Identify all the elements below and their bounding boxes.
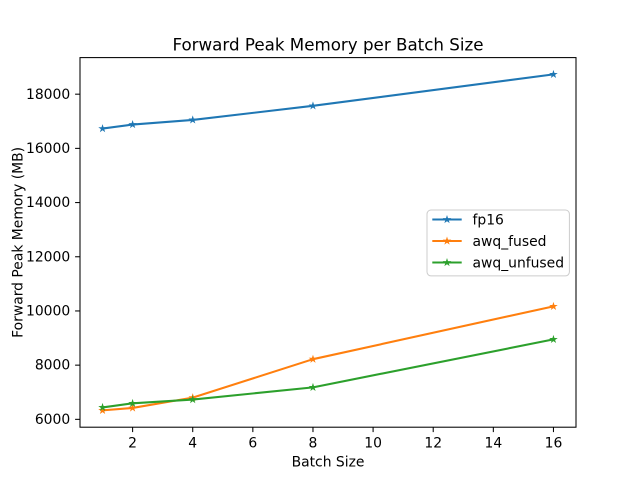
x-tick-label: 14 xyxy=(484,436,502,452)
x-tick-label: 10 xyxy=(364,436,382,452)
legend: fp16 awq_fused awq_unfused xyxy=(426,209,570,277)
data-point-awq_unfused xyxy=(188,395,198,404)
y-axis-label: Forward Peak Memory (MB) xyxy=(10,147,26,338)
x-tick-label: 2 xyxy=(128,436,137,452)
axes: 2 4 6 8 10 12 14 16 6000 8000 10000 12000 14000 16000… xyxy=(26,57,577,452)
data-point-awq_fused xyxy=(549,301,558,310)
data-point-fp16 xyxy=(549,69,558,79)
chart-title: Forward Peak Memory per Batch Size xyxy=(172,35,483,55)
data-point-awq_unfused xyxy=(98,402,107,412)
y-tick-label: 12000 xyxy=(26,249,70,265)
data-point-fp16 xyxy=(188,115,198,124)
data-point-fp16 xyxy=(308,101,318,110)
legend-box xyxy=(426,209,570,277)
axes-spines xyxy=(79,57,577,428)
legend-marker-awq_unfused xyxy=(442,258,452,267)
x-tick-label: 16 xyxy=(545,436,563,452)
data-point-fp16 xyxy=(98,124,107,133)
series-line-awq_fused xyxy=(102,305,554,412)
x-tick-label: 4 xyxy=(188,436,197,452)
series-lines xyxy=(98,69,558,415)
y-tick-label: 14000 xyxy=(26,195,70,211)
data-point-awq_unfused xyxy=(128,398,137,407)
series-line-fp16 xyxy=(102,73,554,130)
y-tick-label: 18000 xyxy=(26,87,70,103)
legend-marker-awq_fused xyxy=(442,236,452,245)
legend-label-fp16: fp16 xyxy=(473,213,504,229)
data-point-awq_fused xyxy=(128,403,137,412)
series-line-awq_unfused xyxy=(102,338,554,409)
y-tick-label: 16000 xyxy=(26,141,70,157)
data-point-awq_unfused xyxy=(549,334,558,344)
y-tick-label: 6000 xyxy=(35,412,70,428)
y-tick-label: 8000 xyxy=(35,358,70,374)
data-point-fp16 xyxy=(128,120,137,129)
data-point-awq_unfused xyxy=(308,382,318,392)
x-axis-label: Batch Size xyxy=(292,455,365,471)
data-point-awq_fused xyxy=(308,354,318,363)
x-tick-label: 6 xyxy=(248,436,257,452)
data-point-awq_fused xyxy=(98,405,107,415)
legend-marker-fp16 xyxy=(442,215,452,224)
legend-swatches xyxy=(432,215,462,267)
x-tick-label: 12 xyxy=(424,436,442,452)
legend-label-awq-unfused: awq_unfused xyxy=(473,256,565,272)
y-tick-label: 10000 xyxy=(26,304,70,320)
x-tick-label: 8 xyxy=(309,436,318,452)
legend-label-awq-fused: awq_fused xyxy=(473,234,547,250)
